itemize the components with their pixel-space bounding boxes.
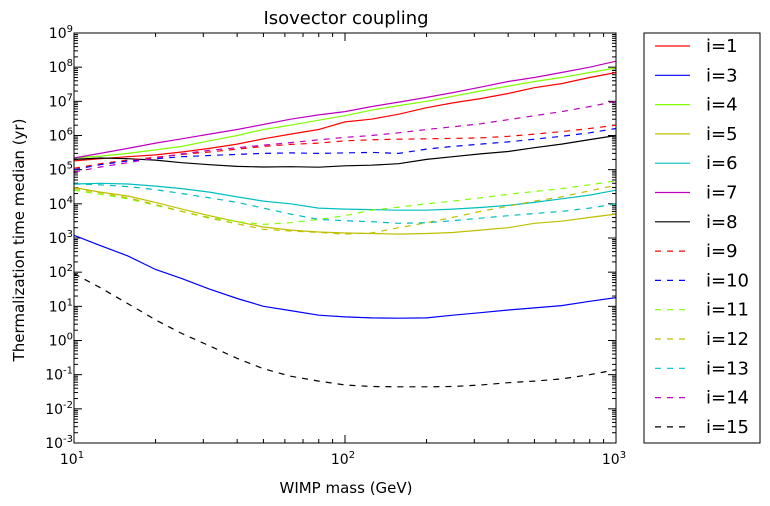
legend-label: i=10 [706, 270, 749, 291]
y-axis-label: Thermalization time median (yr) [10, 119, 28, 363]
series-line-i-15 [73, 273, 617, 388]
y-tick-label: 101 [49, 297, 73, 315]
legend-label: i=5 [706, 124, 738, 145]
legend-label: i=7 [706, 183, 738, 204]
legend-frame [643, 32, 761, 444]
series-line-i-4 [73, 67, 617, 159]
series-line-i-5 [73, 186, 617, 235]
series-lines [73, 60, 617, 388]
legend-label: i=11 [706, 300, 749, 321]
plot-area-frame [73, 32, 617, 444]
series-line-i-12 [73, 184, 617, 235]
legend: i=1 i=3 i=4 i=5 i=6 i=7 i=8 i=9 i=10 i=1… [643, 32, 761, 444]
chart-title: Isovector coupling [263, 8, 428, 29]
legend-label: i=15 [706, 417, 749, 438]
y-tick-label: 103 [49, 229, 73, 247]
y-tick-label: 108 [49, 58, 73, 76]
legend-label: i=14 [706, 388, 749, 409]
series-line-i-3 [73, 234, 617, 319]
series-line-i-13 [73, 183, 617, 224]
legend-label: i=6 [706, 153, 738, 174]
y-tick-label: 106 [49, 127, 73, 145]
series-line-i-1 [73, 71, 617, 162]
series-line-i-9 [73, 124, 617, 169]
legend-label: i=8 [706, 212, 738, 233]
y-tick-label: 10-3 [45, 434, 73, 452]
tick-marks [73, 32, 617, 444]
x-axis-label: WIMP mass (GeV) [279, 479, 412, 497]
legend-label: i=12 [706, 329, 749, 350]
x-tick-label: 103 [602, 450, 626, 468]
y-tick-label: 10-1 [45, 366, 73, 384]
series-line-i-6 [73, 182, 617, 211]
legend-label: i=4 [706, 95, 738, 116]
series-line-i-8 [73, 134, 617, 168]
series-line-i-7 [73, 60, 617, 159]
legend-label: i=1 [706, 36, 738, 57]
y-tick-label: 105 [49, 161, 73, 179]
y-axis-ticks: 10-3 10-2 10-1 100 101 102 103 104 105 1… [45, 24, 73, 452]
legend-label: i=13 [706, 358, 749, 379]
x-axis-ticks: 101 102 103 [60, 450, 626, 468]
y-tick-label: 109 [49, 24, 73, 42]
x-tick-label: 101 [60, 450, 84, 468]
legend-label: i=3 [706, 65, 738, 86]
legend-label: i=9 [706, 241, 738, 262]
series-line-i-11 [73, 180, 617, 226]
y-tick-label: 104 [49, 195, 73, 213]
y-tick-label: 107 [49, 92, 73, 110]
y-tick-label: 102 [49, 263, 73, 281]
x-tick-label: 102 [331, 450, 355, 468]
y-tick-label: 10-2 [45, 400, 73, 418]
y-tick-label: 100 [49, 332, 73, 350]
series-line-i-10 [73, 127, 617, 171]
